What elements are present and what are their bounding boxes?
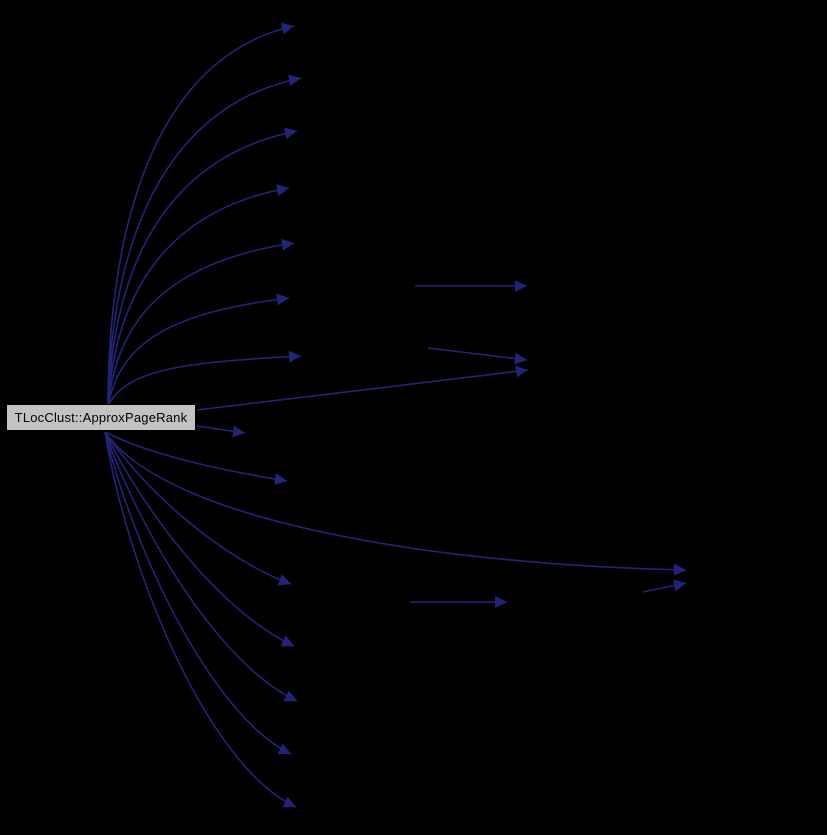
call-edge — [642, 579, 687, 593]
call-edge — [104, 431, 292, 586]
call-edge — [104, 431, 295, 647]
call-edge — [196, 425, 246, 438]
call-edge — [427, 347, 528, 365]
call-edge — [107, 74, 302, 407]
call-edge — [107, 293, 290, 407]
call-edge — [107, 22, 295, 407]
call-edge — [107, 127, 298, 407]
graph-node-approxpagerank[interactable]: TLocClust::ApproxPageRank — [6, 404, 196, 431]
call-edge — [104, 431, 297, 808]
call-edge — [104, 431, 687, 576]
call-edge — [196, 365, 529, 411]
call-edge — [107, 350, 302, 407]
call-edge — [104, 431, 288, 485]
call-edge — [107, 238, 295, 407]
call-edge — [104, 431, 292, 755]
call-edge — [104, 431, 298, 702]
call-edge — [107, 184, 290, 407]
